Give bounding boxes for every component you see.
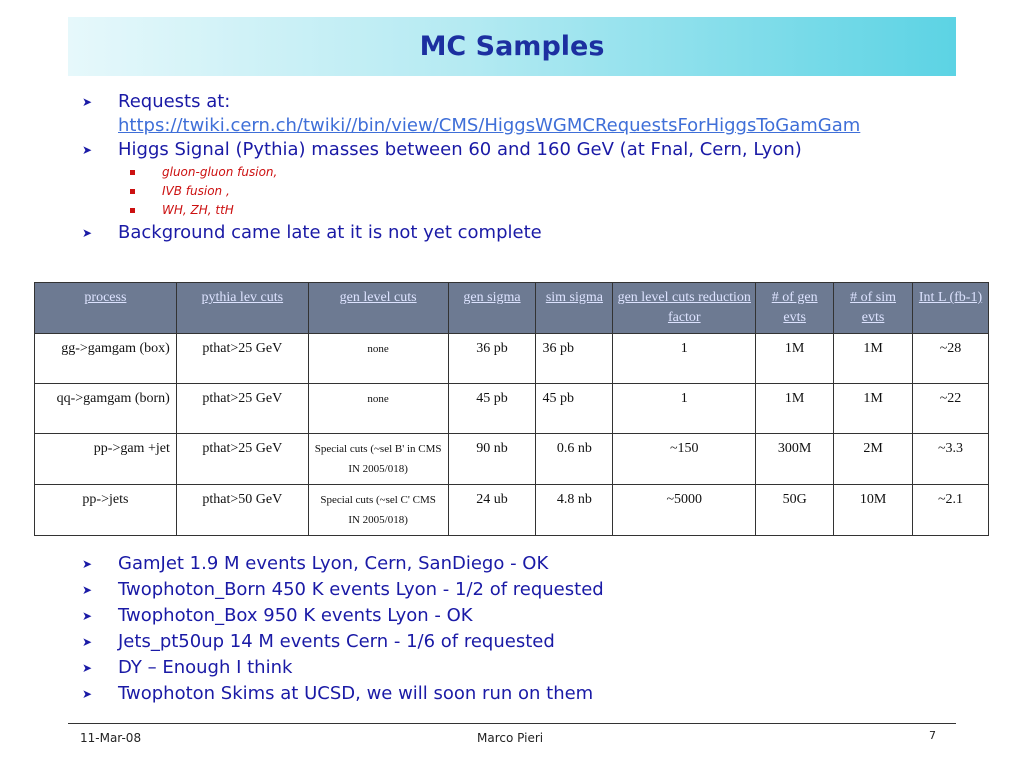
table-row: gg->gamgam (box) pthat>25 GeV none 36 pb… (34, 333, 989, 384)
header-sim-sigma: sim sigma (535, 282, 614, 334)
header-process: process (34, 282, 177, 334)
cell-sim-sigma: 0.6 nb (535, 433, 614, 485)
cell-gen-sigma: 24 ub (447, 484, 537, 536)
bullet-text: Twophoton Skims at UCSD, we will soon ru… (118, 683, 594, 704)
cell-sim-sigma: 36 pb (535, 333, 614, 384)
bullet-requests: ➤ Requests at: https://twiki.cern.ch/twi… (78, 89, 958, 137)
sub-bullet-text: IVB fusion , (162, 184, 230, 198)
table-header-row: process pythia lev cuts gen level cuts g… (34, 282, 989, 334)
header-sim-evts: # of sim evts (833, 282, 914, 334)
table-row: qq->gamgam (born) pthat>25 GeV none 45 p… (34, 383, 989, 434)
square-bullet-icon (130, 170, 135, 175)
sub-bullet-wh: WH, ZH, ttH (78, 201, 958, 220)
cell-process: pp->gam +jet (34, 433, 177, 485)
square-bullet-icon (130, 189, 135, 194)
bullet-text: DY – Enough I think (118, 657, 293, 678)
cell-gen-cuts: Special cuts (~sel C' CMS IN 2005/018) (307, 484, 449, 536)
header-pythia-cuts: pythia lev cuts (175, 282, 309, 334)
page-title: MC Samples (419, 31, 605, 62)
arrow-bullet-icon: ➤ (82, 226, 93, 240)
cell-int-l: ~28 (912, 333, 989, 384)
bullet-higgs: ➤ Higgs Signal (Pythia) masses between 6… (78, 137, 958, 163)
higgs-text: Higgs Signal (Pythia) masses between 60 … (118, 139, 802, 160)
cell-gen-evts: 300M (755, 433, 835, 485)
bullet-text: GamJet 1.9 M events Lyon, Cern, SanDiego… (118, 553, 549, 574)
arrow-bullet-icon: ➤ (82, 635, 93, 649)
cell-reduction-factor: 1 (612, 333, 757, 384)
cell-sim-sigma: 4.8 nb (535, 484, 614, 536)
cell-int-l: ~3.3 (912, 433, 989, 485)
bullet-background: ➤ Background came late at it is not yet … (78, 220, 958, 246)
cell-gen-cuts: none (307, 333, 449, 384)
cell-reduction-factor: ~150 (612, 433, 757, 485)
cell-process: pp->jets (34, 484, 177, 536)
cell-sim-sigma: 45 pb (535, 383, 614, 434)
sub-bullet-ggf: gluon-gluon fusion, (78, 163, 958, 182)
title-bar: MC Samples (68, 17, 956, 76)
sub-bullet-text: WH, ZH, ttH (162, 203, 234, 217)
cell-gen-evts: 50G (755, 484, 835, 536)
background-text: Background came late at it is not yet co… (118, 222, 542, 243)
cell-gen-evts: 1M (755, 383, 835, 434)
bullet-gamjet: ➤ GamJet 1.9 M events Lyon, Cern, SanDie… (78, 551, 958, 577)
sub-bullet-ivb: IVB fusion , (78, 182, 958, 201)
square-bullet-icon (130, 208, 135, 213)
bullet-text: Twophoton_Born 450 K events Lyon - 1/2 o… (118, 579, 604, 600)
arrow-bullet-icon: ➤ (82, 143, 93, 157)
bullet-text: Twophoton_Box 950 K events Lyon - OK (118, 605, 473, 626)
table-row: pp->gam +jet pthat>25 GeV Special cuts (… (34, 433, 989, 485)
cell-gen-evts: 1M (755, 333, 835, 384)
bullet-dy: ➤ DY – Enough I think (78, 655, 958, 681)
cell-gen-cuts: Special cuts (~sel B' in CMS IN 2005/018… (307, 433, 449, 485)
cell-process: gg->gamgam (box) (34, 333, 177, 384)
footer-date: 11-Mar-08 (80, 731, 142, 745)
sub-bullet-text: gluon-gluon fusion, (162, 165, 278, 179)
bullet-skims: ➤ Twophoton Skims at UCSD, we will soon … (78, 681, 958, 707)
requests-label: Requests at: (118, 91, 231, 112)
header-int-l: Int L (fb-1) (912, 282, 989, 334)
cell-gen-sigma: 36 pb (447, 333, 537, 384)
cell-gen-cuts: none (307, 383, 449, 434)
mc-samples-table: process pythia lev cuts gen level cuts g… (34, 282, 989, 536)
arrow-bullet-icon: ➤ (82, 583, 93, 597)
cell-sim-evts: 2M (833, 433, 914, 485)
table-row: pp->jets pthat>50 GeV Special cuts (~sel… (34, 484, 989, 536)
arrow-bullet-icon: ➤ (82, 661, 93, 675)
header-gen-sigma: gen sigma (447, 282, 537, 334)
footer-divider (68, 723, 956, 724)
footer-author: Marco Pieri (477, 731, 544, 745)
cell-pythia-cuts: pthat>25 GeV (175, 433, 309, 485)
cell-gen-sigma: 45 pb (447, 383, 537, 434)
cell-gen-sigma: 90 nb (447, 433, 537, 485)
cell-int-l: ~22 (912, 383, 989, 434)
top-bullet-list: ➤ Requests at: https://twiki.cern.ch/twi… (78, 89, 958, 246)
cell-pythia-cuts: pthat>50 GeV (175, 484, 309, 536)
bullet-twophoton-born: ➤ Twophoton_Born 450 K events Lyon - 1/2… (78, 577, 958, 603)
arrow-bullet-icon: ➤ (82, 609, 93, 623)
arrow-bullet-icon: ➤ (82, 95, 93, 109)
cell-int-l: ~2.1 (912, 484, 989, 536)
bullet-twophoton-box: ➤ Twophoton_Box 950 K events Lyon - OK (78, 603, 958, 629)
header-gen-cuts: gen level cuts (307, 282, 449, 334)
header-gen-evts: # of gen evts (755, 282, 835, 334)
bottom-bullet-list: ➤ GamJet 1.9 M events Lyon, Cern, SanDie… (78, 551, 958, 707)
bullet-jets: ➤ Jets_pt50up 14 M events Cern - 1/6 of … (78, 629, 958, 655)
cell-sim-evts: 10M (833, 484, 914, 536)
requests-link[interactable]: https://twiki.cern.ch/twiki//bin/view/CM… (118, 115, 861, 136)
arrow-bullet-icon: ➤ (82, 687, 93, 701)
cell-pythia-cuts: pthat>25 GeV (175, 333, 309, 384)
arrow-bullet-icon: ➤ (82, 557, 93, 571)
cell-sim-evts: 1M (833, 333, 914, 384)
cell-reduction-factor: 1 (612, 383, 757, 434)
footer-page-number: 7 (929, 729, 936, 742)
cell-reduction-factor: ~5000 (612, 484, 757, 536)
bullet-text: Jets_pt50up 14 M events Cern - 1/6 of re… (118, 631, 555, 652)
cell-process: qq->gamgam (born) (34, 383, 177, 434)
header-reduction-factor: gen level cuts reduction factor (612, 282, 757, 334)
cell-sim-evts: 1M (833, 383, 914, 434)
cell-pythia-cuts: pthat>25 GeV (175, 383, 309, 434)
